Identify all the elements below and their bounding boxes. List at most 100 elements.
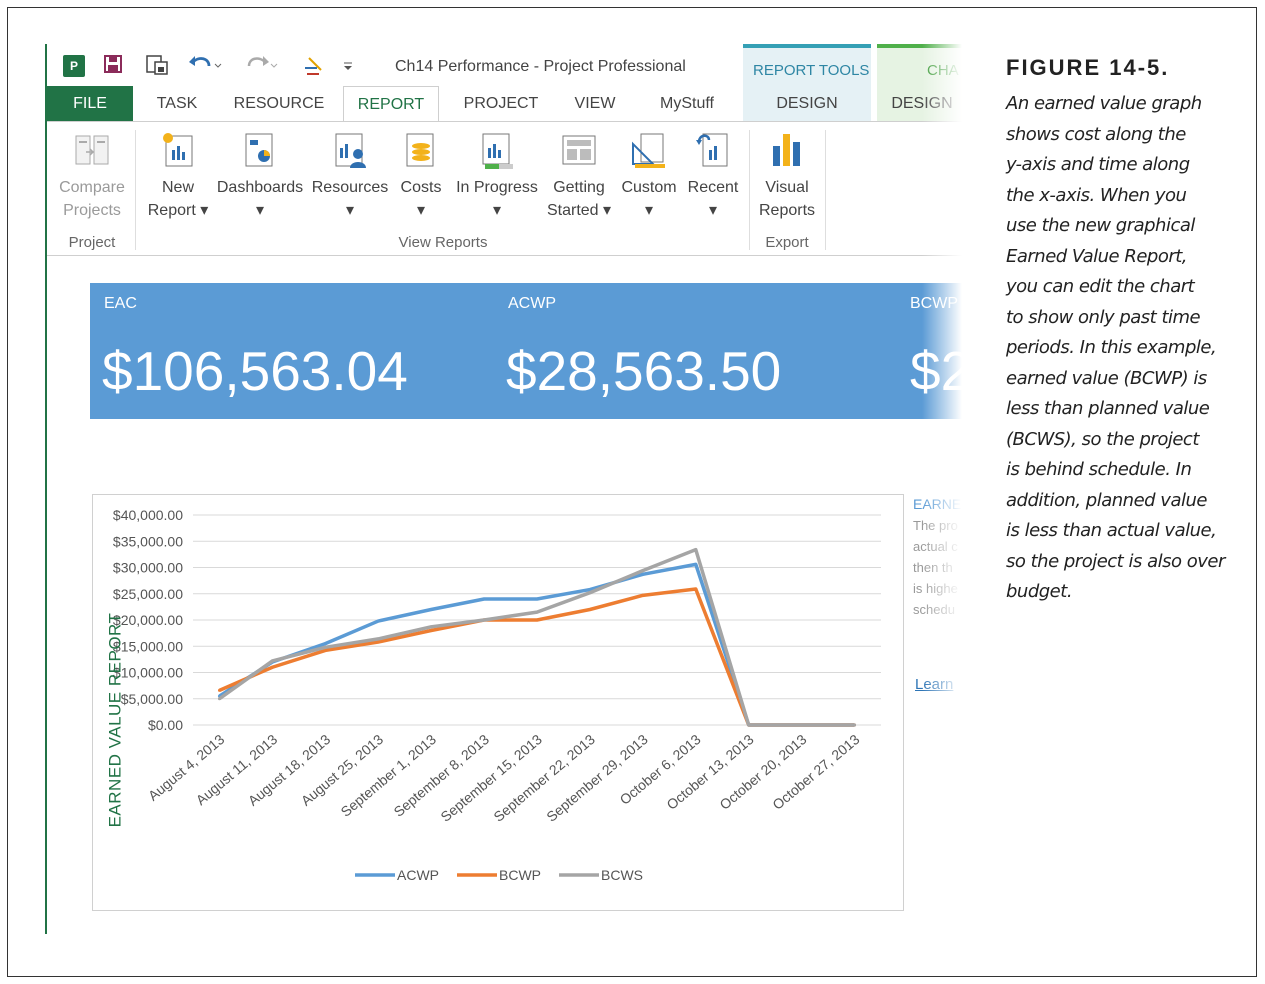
caption-line: Earned Value Report,	[1006, 245, 1188, 267]
context-label-report-tools: REPORT TOOLS	[753, 62, 870, 79]
data-point-bcwp	[429, 629, 433, 632]
context-header-report-tools: REPORT TOOLS	[743, 44, 871, 90]
y-tick-label: $15,000.00	[113, 638, 183, 654]
caption-line: the x-axis. When you	[1006, 184, 1187, 206]
y-tick-label: $20,000.00	[113, 612, 183, 628]
tab-view[interactable]: VIEW	[574, 95, 616, 112]
y-tick-label: $10,000.00	[113, 665, 183, 681]
resources-icon	[335, 133, 366, 168]
data-point-bcws	[270, 659, 274, 663]
side-panel-line: schedu	[913, 602, 955, 617]
tab-task[interactable]: TASK	[156, 95, 198, 112]
caption-line: earned value (BCWP) is	[1006, 367, 1207, 389]
compare-projects-label: Compare Projects	[59, 179, 125, 219]
side-panel-heading: EARNE	[913, 496, 962, 512]
caption-line: is less than actual value,	[1006, 520, 1217, 541]
x-tick-label: September 29, 2013	[543, 731, 651, 825]
eac-value: $106,563.04	[102, 340, 408, 402]
data-point-acwp	[376, 619, 380, 623]
compare-projects-button[interactable]: Compare Projects	[55, 130, 129, 222]
resources-button[interactable]: Resources ▾	[309, 130, 391, 222]
ribbon-separator	[749, 130, 750, 250]
series-line-acwp	[218, 562, 855, 727]
data-point-bcws	[429, 625, 433, 629]
data-point-bcws	[800, 723, 804, 727]
caption-line: you can edit the chart	[1006, 276, 1195, 297]
tab-resource[interactable]: RESOURCE	[233, 95, 325, 112]
data-point-acwp	[429, 608, 433, 611]
new-report-label: New Report ▾	[147, 179, 209, 219]
dashboards-label: Dashboards ▾	[216, 179, 304, 219]
save-as-icon[interactable]	[145, 54, 169, 82]
figure-number: FIGURE 14-5.	[1006, 55, 1170, 80]
window-title: Ch14 Performance - Project Professional	[395, 58, 686, 75]
learn-more-link[interactable]: Learn	[915, 676, 954, 693]
recent-button[interactable]: Recent ▾	[683, 130, 743, 222]
caption-line: y-axis and time along	[1006, 154, 1190, 175]
dashboards-button[interactable]: Dashboards ▾	[215, 130, 305, 222]
bcwp-label: BCWP	[910, 295, 958, 312]
project-window: P Ch14 Performance - Project Professiona…	[45, 44, 962, 934]
side-panel-line: The pro	[913, 518, 958, 533]
visual-reports-button[interactable]: Visual Reports	[755, 130, 819, 222]
data-point-acwp	[482, 597, 486, 601]
redo-icon[interactable]	[243, 54, 279, 82]
kpi-banner: EAC $106,563.04 ACWP $28,563.50 BCWP $2	[90, 283, 962, 419]
data-point-bcws	[535, 610, 539, 614]
caption-line: An earned value graph	[1006, 93, 1202, 114]
quick-access-dropdown-icon[interactable]	[343, 58, 353, 74]
side-panel-line: then th	[913, 560, 953, 575]
data-point-bcws	[588, 591, 592, 595]
new-report-icon	[163, 133, 193, 167]
side-panel-line: is highe	[913, 581, 958, 596]
acwp-value: $28,563.50	[506, 340, 782, 402]
data-point-bcws	[747, 723, 751, 727]
ribbon-tabs: FILE TASK RESOURCE REPORT PROJECT VIEW M…	[47, 86, 962, 122]
y-tick-label: $0.00	[148, 717, 183, 733]
caption-line: less than planned value	[1006, 398, 1210, 419]
custom-button[interactable]: Custom ▾	[617, 130, 681, 222]
in-progress-label: In Progress ▾	[456, 179, 538, 219]
y-tick-label: $25,000.00	[113, 586, 183, 602]
dashboards-icon	[245, 133, 273, 167]
data-point-bcwp	[588, 608, 592, 611]
report-title: EARNED VALUE REPORT	[105, 612, 125, 828]
series-line-bcwp	[218, 587, 855, 727]
tab-project[interactable]: PROJECT	[463, 95, 539, 112]
data-point-bcwp	[270, 665, 274, 669]
recent-icon	[696, 133, 728, 167]
caption-line: periods. In this example,	[1006, 337, 1217, 358]
save-icon[interactable]	[103, 54, 123, 80]
new-report-button[interactable]: New Report ▾	[143, 130, 213, 222]
costs-button[interactable]: Costs ▾	[395, 130, 447, 222]
caption-line: so the project is also over	[1006, 550, 1225, 572]
tab-report[interactable]: REPORT	[343, 86, 439, 122]
side-panel-line: actual c	[913, 539, 958, 554]
tab-file[interactable]: FILE	[47, 86, 133, 122]
customize-icon[interactable]	[301, 54, 325, 84]
data-point-acwp	[641, 572, 645, 576]
tab-report-design[interactable]: DESIGN	[743, 86, 871, 122]
data-point-bcws	[853, 723, 857, 727]
figure-caption: An earned value graph shows cost along th…	[1006, 89, 1234, 608]
in-progress-button[interactable]: In Progress ▾	[451, 130, 543, 222]
data-point-bcwp	[376, 640, 380, 644]
undo-icon[interactable]	[187, 54, 223, 82]
data-point-bcws	[217, 697, 221, 701]
visual-reports-icon	[773, 134, 800, 166]
caption-line: addition, planned value	[1006, 489, 1207, 511]
data-point-acwp	[535, 597, 539, 601]
earned-value-chart[interactable]: $0.00 $5,000.00 $10,000.00 $15,000.00 $20,00…	[92, 494, 904, 911]
page-frame	[7, 7, 1257, 977]
getting-started-button[interactable]: Getting Started ▾	[543, 130, 615, 222]
y-tick-label: $30,000.00	[113, 560, 183, 576]
tab-mystuff[interactable]: MyStuff	[660, 95, 714, 112]
tab-chart-design[interactable]: DESIGN	[877, 86, 962, 122]
context-label-chart: CHA	[927, 62, 959, 79]
group-label-export: Export	[765, 234, 809, 251]
costs-label: Costs ▾	[400, 179, 442, 219]
project-logo-icon[interactable]: P	[63, 55, 85, 77]
data-point-bcws	[323, 645, 327, 649]
data-point-bcws	[694, 548, 698, 552]
getting-started-icon	[562, 135, 596, 165]
